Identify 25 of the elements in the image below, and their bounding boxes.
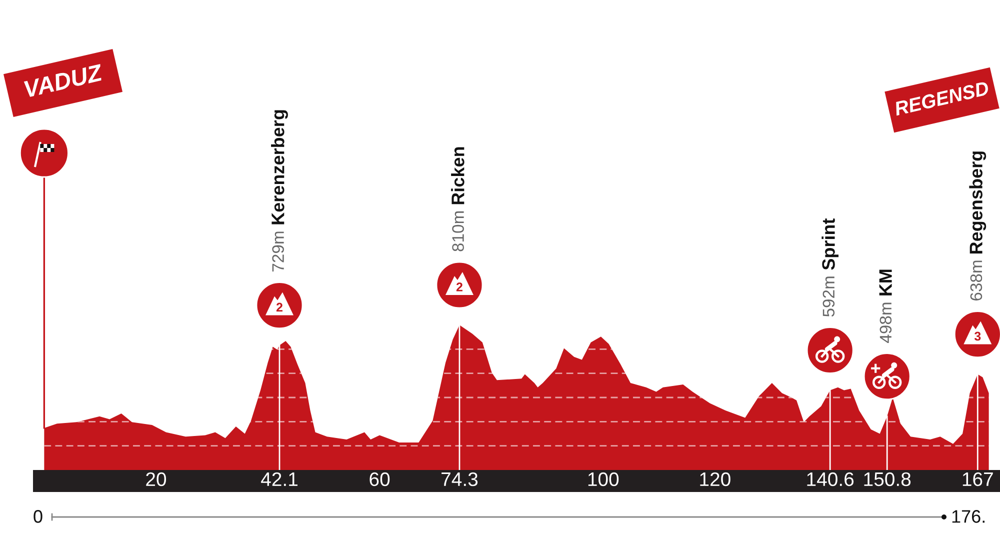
text: Regensberg <box>969 152 986 254</box>
x-tick-label: 120 <box>700 472 730 486</box>
text: 638m <box>970 260 982 300</box>
text: Ricken <box>451 147 464 204</box>
text: VADUZ <box>24 64 104 98</box>
text: 176. <box>952 510 984 523</box>
x-tick-label: 100 <box>588 472 619 486</box>
x-tick-label: 74.3 <box>442 472 478 486</box>
annotation: 498m <box>880 302 892 343</box>
text: 729m <box>272 232 284 272</box>
x-tick-label: 167 <box>962 472 993 486</box>
text: Kerenzerberg <box>271 110 288 224</box>
x-tick-label: 140.6 <box>807 472 854 486</box>
annotation: 3 <box>974 332 981 341</box>
text: 0 <box>34 510 42 523</box>
text: Sprint <box>822 218 838 270</box>
x-tick-label: 20 <box>146 472 166 486</box>
text: 592m <box>822 276 835 317</box>
x-tick-label: 42.1 <box>261 472 298 486</box>
x-tick-label: 150.8 <box>864 472 911 486</box>
text: 2 <box>456 282 462 292</box>
x-tick-label: 60 <box>370 472 390 486</box>
text: 810m <box>452 211 464 252</box>
text: KM <box>879 270 892 296</box>
text: 2 <box>276 302 282 312</box>
